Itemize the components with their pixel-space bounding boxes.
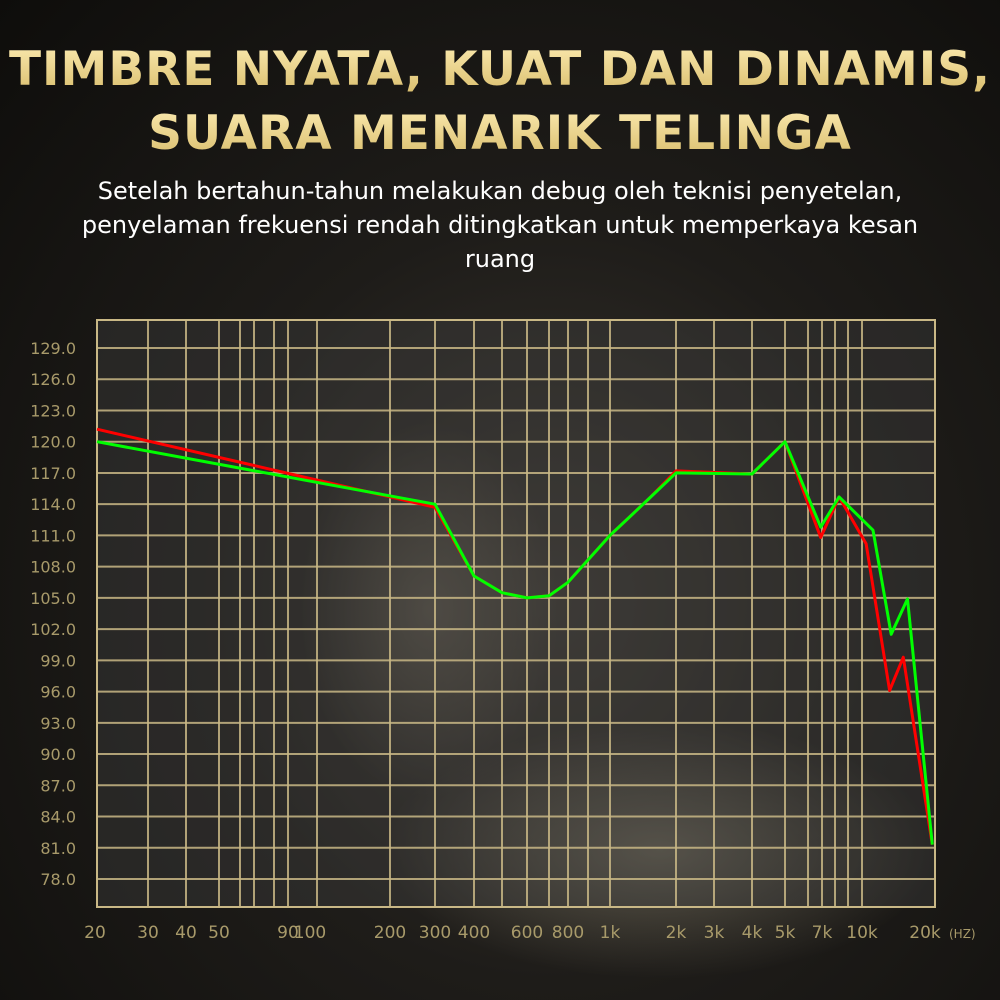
headline-line-1: TIMBRE NYATA, KUAT DAN DINAMIS,	[0, 42, 1000, 97]
x-tick-label: 10k	[846, 923, 878, 943]
x-tick-label: 20k	[909, 923, 941, 943]
x-tick-label: 30	[137, 923, 159, 943]
y-tick-label: 129.0	[30, 339, 76, 358]
x-tick-label: 50	[208, 923, 230, 943]
x-tick-label: 5k	[775, 923, 796, 943]
x-tick-label: 1k	[600, 923, 621, 943]
y-tick-label: 96.0	[40, 683, 76, 702]
x-tick-label: 800	[552, 923, 584, 943]
y-tick-label: 111.0	[30, 526, 76, 545]
y-tick-label: 87.0	[40, 776, 76, 795]
y-tick-label: 84.0	[40, 808, 76, 827]
y-tick-label: 108.0	[30, 558, 76, 577]
y-tick-label: 102.0	[30, 620, 76, 639]
y-tick-label: 117.0	[30, 464, 76, 483]
x-tick-label: 600	[511, 923, 543, 943]
x-axis-unit-label: (HZ)	[949, 927, 976, 941]
subtitle: Setelah bertahun-tahun melakukan debug o…	[81, 177, 919, 273]
x-tick-label: 2k	[666, 923, 687, 943]
x-tick-label: 100	[294, 923, 326, 943]
y-tick-label: 120.0	[30, 433, 76, 452]
y-tick-label: 114.0	[30, 495, 76, 514]
x-tick-label: 400	[458, 923, 490, 943]
x-tick-label: 90	[277, 923, 299, 943]
series-line-green	[96, 440, 934, 845]
y-tick-label: 93.0	[40, 714, 76, 733]
headline-line-2: SUARA MENARIK TELINGA	[0, 106, 1000, 161]
y-tick-label: 90.0	[40, 745, 76, 764]
x-tick-label: 200	[374, 923, 406, 943]
x-tick-label: 20	[84, 923, 106, 943]
x-tick-label: 40	[175, 923, 197, 943]
x-tick-label: 7k	[812, 923, 833, 943]
x-tick-label: 3k	[704, 923, 725, 943]
y-tick-label: 78.0	[40, 870, 76, 889]
y-tick-label: 126.0	[30, 370, 76, 389]
y-tick-label: 105.0	[30, 589, 76, 608]
y-tick-label: 123.0	[30, 401, 76, 420]
x-tick-label: 4k	[742, 923, 763, 943]
y-tick-label: 81.0	[40, 839, 76, 858]
plot-area	[96, 319, 936, 908]
background-photo-blur	[300, 420, 560, 800]
x-tick-label: 300	[419, 923, 451, 943]
y-tick-label: 99.0	[40, 651, 76, 670]
